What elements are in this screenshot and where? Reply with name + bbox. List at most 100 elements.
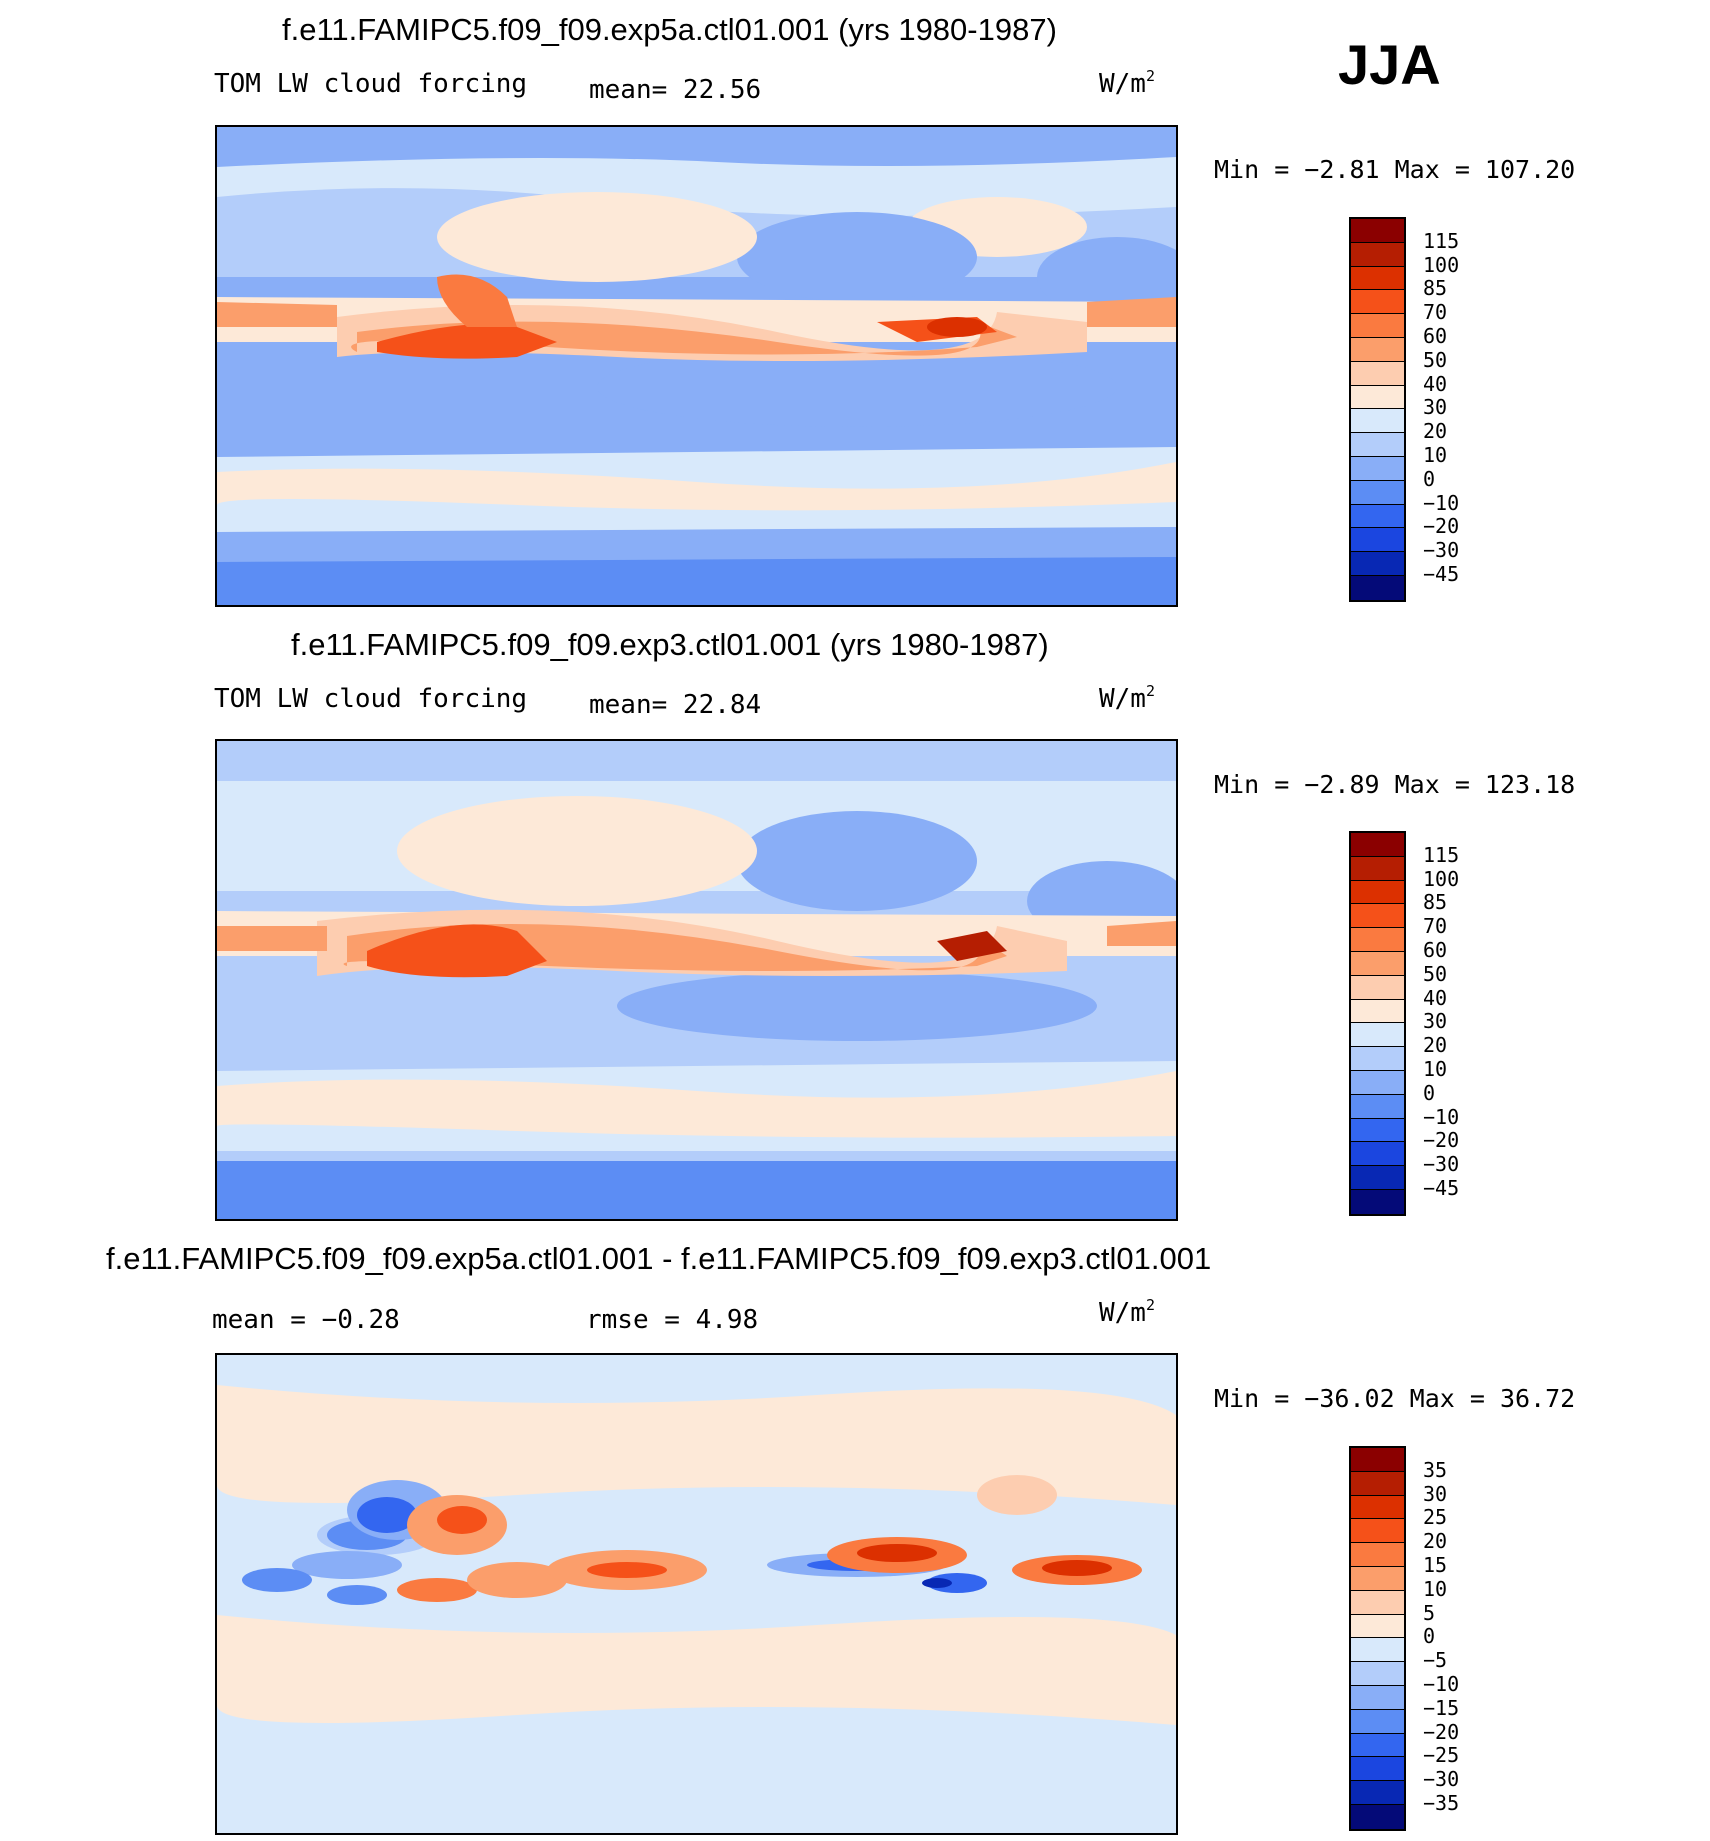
colorbar-swatch — [1351, 1519, 1404, 1544]
colorbar-swatch — [1351, 575, 1404, 600]
colorbar-swatch — [1351, 1638, 1404, 1663]
colorbar-tick-label: 100 — [1423, 252, 1460, 277]
colorbar-tick-label: 0 — [1423, 466, 1436, 491]
colorbar-tick-label: −35 — [1423, 1791, 1460, 1815]
colorbar-tick-label: −45 — [1423, 1176, 1460, 1200]
colorbar-swatch — [1351, 951, 1404, 976]
colorbar-swatch — [1351, 1448, 1404, 1472]
colorbar-tick-label: −30 — [1423, 1152, 1460, 1177]
panel-3-colorbar — [1349, 1446, 1406, 1831]
colorbar-tick-label: −10 — [1423, 490, 1460, 515]
colorbar-tick-label: −10 — [1423, 1104, 1460, 1129]
panel-3-rmse-label: rmse = 4.98 — [586, 1305, 759, 1335]
colorbar-swatch — [1351, 1166, 1404, 1190]
colorbar-swatch — [1351, 552, 1404, 576]
colorbar-tick-label: 60 — [1423, 938, 1448, 962]
colorbar-tick-label: 0 — [1423, 1080, 1436, 1105]
colorbar-swatch — [1351, 1566, 1404, 1591]
panel-1-variable-label: TOM LW cloud forcing — [214, 69, 528, 99]
colorbar-swatch — [1351, 1781, 1404, 1805]
colorbar-swatch — [1351, 833, 1404, 857]
season-label: JJA — [1338, 33, 1441, 96]
colorbar-tick-label: 85 — [1423, 276, 1448, 301]
colorbar-tick-label: 35 — [1423, 1457, 1448, 1482]
colorbar-tick-label: 25 — [1423, 1505, 1448, 1530]
panel-1-mean-label: mean= 22.56 — [589, 75, 762, 105]
colorbar-tick-label: 20 — [1423, 419, 1448, 444]
colorbar-tick-label: −5 — [1423, 1648, 1448, 1673]
panel-2-colorbar — [1349, 831, 1406, 1216]
colorbar-swatch — [1351, 1118, 1404, 1143]
colorbar-tick-label: −30 — [1423, 538, 1460, 563]
colorbar-tick-label: −15 — [1423, 1695, 1460, 1720]
panel-1-units: W/m2 — [1099, 67, 1155, 100]
colorbar-tick-label: 115 — [1423, 228, 1460, 253]
colorbar-swatch — [1351, 361, 1404, 386]
colorbar-tick-label: 10 — [1423, 443, 1448, 467]
colorbar-swatch — [1351, 337, 1404, 362]
colorbar-tick-label: 85 — [1423, 890, 1448, 915]
colorbar-tick-label: −20 — [1423, 1128, 1460, 1153]
panel-2-title: f.e11.FAMIPC5.f09_f09.exp3.ctl01.001 (yr… — [291, 627, 1049, 662]
colorbar-tick-label: 50 — [1423, 961, 1448, 986]
colorbar-tick-label: −10 — [1423, 1672, 1460, 1696]
colorbar-swatch — [1351, 456, 1404, 481]
panel-1-colorbar — [1349, 217, 1406, 602]
colorbar-swatch — [1351, 1047, 1404, 1071]
colorbar-swatch — [1351, 999, 1404, 1024]
colorbar-swatch — [1351, 433, 1404, 457]
colorbar-swatch — [1351, 1662, 1404, 1686]
colorbar-tick-label: 0 — [1423, 1624, 1436, 1649]
colorbar-tick-label: −45 — [1423, 562, 1460, 586]
colorbar-tick-label: 40 — [1423, 371, 1448, 396]
colorbar-swatch — [1351, 928, 1404, 952]
colorbar-tick-label: 5 — [1423, 1600, 1436, 1625]
panel-3-map — [215, 1353, 1178, 1835]
colorbar-swatch — [1351, 219, 1404, 243]
panel-2-map — [215, 739, 1178, 1221]
colorbar-swatch — [1351, 880, 1404, 905]
colorbar-swatch — [1351, 1070, 1404, 1095]
colorbar-swatch — [1351, 290, 1404, 315]
colorbar-swatch — [1351, 856, 1404, 881]
panel-2-min-max: Min = −2.89 Max = 123.18 — [1214, 770, 1576, 799]
colorbar-tick-label: 30 — [1423, 1481, 1448, 1506]
panel-3-contour-field — [217, 1355, 1176, 1833]
panel-2-variable-label: TOM LW cloud forcing — [214, 684, 528, 714]
colorbar-tick-label: 40 — [1423, 985, 1448, 1010]
panel-3-title: f.e11.FAMIPC5.f09_f09.exp5a.ctl01.001 - … — [106, 1241, 1212, 1276]
colorbar-tick-label: −30 — [1423, 1767, 1460, 1792]
colorbar-swatch — [1351, 1685, 1404, 1710]
colorbar-tick-label: 10 — [1423, 1576, 1448, 1601]
panel-3-units: W/m2 — [1099, 1296, 1155, 1329]
colorbar-swatch — [1351, 385, 1404, 410]
panel-1-min-max: Min = −2.81 Max = 107.20 — [1214, 155, 1576, 184]
colorbar-swatch — [1351, 1495, 1404, 1520]
panel-2-contour-field — [217, 741, 1176, 1219]
colorbar-tick-label: 30 — [1423, 1009, 1448, 1034]
colorbar-tick-label: 10 — [1423, 1057, 1448, 1081]
colorbar-tick-label: 70 — [1423, 300, 1448, 325]
colorbar-swatch — [1351, 528, 1404, 553]
colorbar-swatch — [1351, 1804, 1404, 1829]
colorbar-tick-label: 70 — [1423, 914, 1448, 939]
panel-3-min-max: Min = −36.02 Max = 36.72 — [1214, 1384, 1576, 1413]
colorbar-tick-label: −25 — [1423, 1743, 1460, 1768]
colorbar-swatch — [1351, 480, 1404, 505]
colorbar-tick-label: 30 — [1423, 395, 1448, 420]
panel-1-map — [215, 125, 1178, 607]
colorbar-tick-label: 115 — [1423, 842, 1460, 867]
colorbar-swatch — [1351, 1614, 1404, 1639]
panel-1-contour-field — [217, 127, 1176, 605]
colorbar-tick-label: 20 — [1423, 1033, 1448, 1058]
colorbar-swatch — [1351, 1471, 1404, 1496]
colorbar-swatch — [1351, 1094, 1404, 1119]
colorbar-swatch — [1351, 904, 1404, 929]
colorbar-swatch — [1351, 1189, 1404, 1214]
panel-3-mean-label: mean = −0.28 — [212, 1305, 400, 1335]
colorbar-tick-label: 15 — [1423, 1553, 1448, 1577]
panel-2-mean-label: mean= 22.84 — [589, 690, 762, 720]
colorbar-tick-label: −20 — [1423, 514, 1460, 539]
colorbar-tick-label: 50 — [1423, 347, 1448, 372]
colorbar-swatch — [1351, 1590, 1404, 1615]
